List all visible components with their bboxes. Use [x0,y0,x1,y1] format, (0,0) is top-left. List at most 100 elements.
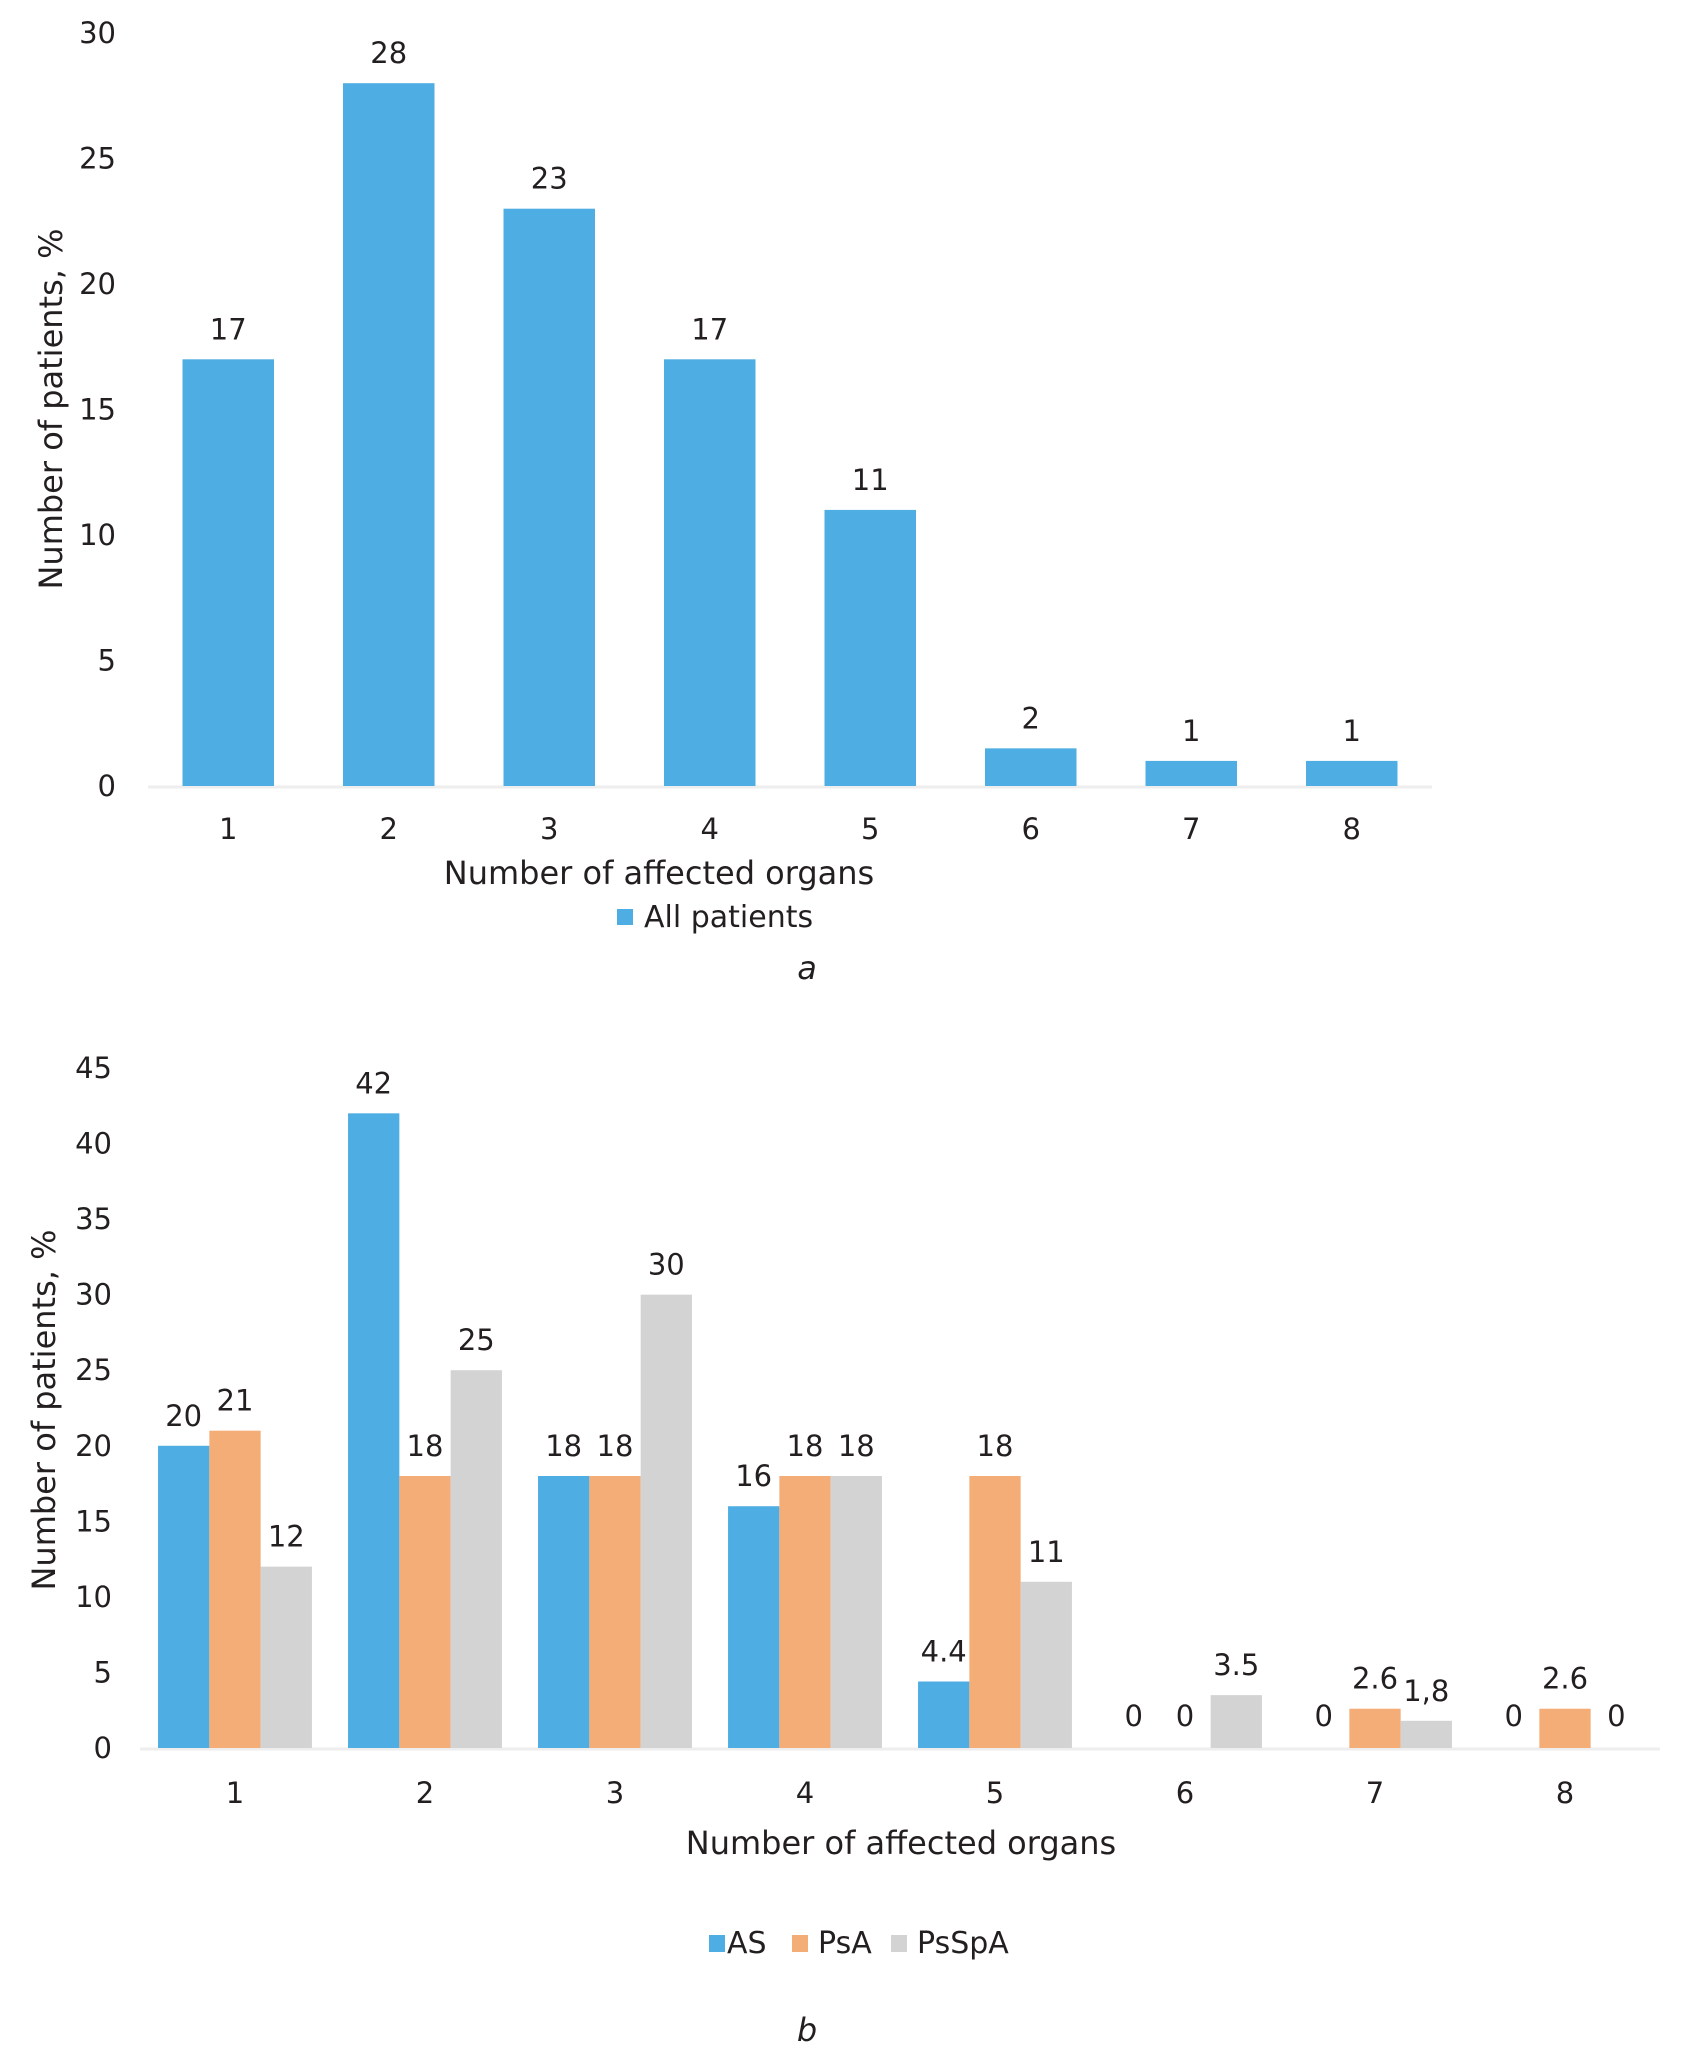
x-tick-label: 6 [1176,1776,1194,1810]
y-tick-label: 15 [79,393,116,427]
data-label: 18 [787,1429,824,1463]
data-label: 18 [545,1429,582,1463]
y-tick-label: 15 [75,1504,112,1538]
legend-swatch-psa [792,1935,808,1952]
data-label: 0 [1314,1699,1332,1733]
y-tick-label: 20 [75,1429,112,1463]
bar-all-patients-4 [664,359,756,786]
legend-psa: PsA [792,1926,872,1961]
bar-psa-3 [589,1476,641,1748]
legend-label-as: AS [727,1926,767,1961]
data-label: 1,8 [1403,1674,1449,1708]
bar-all-patients-5 [824,509,916,786]
data-label: 0 [1504,1699,1522,1733]
legend-label-psa: PsA [818,1926,872,1961]
bar-psspa-6 [1210,1695,1262,1748]
data-label: 1 [1343,714,1361,748]
data-label: 11 [1028,1535,1065,1569]
bar-all-patients-2 [343,83,435,786]
data-label: 42 [355,1066,392,1100]
data-label: 3.5 [1213,1648,1259,1682]
x-tick-label: 1 [219,812,237,846]
bar-as-4 [728,1506,780,1748]
legend-swatch-psspa [891,1935,907,1952]
x-axis-title: Number of affected organs [686,1824,1116,1862]
data-label: 18 [407,1429,444,1463]
y-tick-label: 5 [98,644,116,678]
y-tick-label: 45 [75,1051,112,1085]
y-tick-label: 0 [98,769,116,803]
chart-b: Number of patients, % Number of affected… [25,1051,1660,2048]
y-tick-label: 25 [75,1353,112,1387]
y-tick-label: 20 [79,267,116,301]
bar-as-5 [918,1681,970,1748]
bar-psa-1 [209,1430,261,1748]
bar-psspa-1 [260,1566,312,1748]
y-tick-label: 0 [94,1731,112,1765]
data-label: 16 [735,1459,772,1493]
legend-psspa: PsSpA [891,1926,1009,1961]
data-label: 20 [165,1399,202,1433]
panel-label-b: b [797,2011,817,2048]
bar-all-patients-7 [1145,760,1237,786]
bar-psa-4 [779,1476,831,1748]
bar-as-3 [538,1476,590,1748]
y-axis-title: Number of patients, % [32,228,70,589]
bar-psspa-7 [1400,1720,1452,1748]
bar-psspa-3 [640,1294,692,1748]
x-tick-label: 8 [1343,812,1361,846]
data-label: 0 [1176,1699,1194,1733]
data-label: 23 [531,162,568,196]
y-tick-label: 35 [75,1202,112,1236]
panel-label-a: a [797,949,817,987]
data-label: 2 [1022,701,1040,735]
x-tick-label: 4 [796,1776,814,1810]
x-tick-label: 7 [1182,812,1200,846]
x-tick-label: 3 [540,812,558,846]
legend-swatch-all-patients [617,909,633,925]
data-label: 12 [268,1520,305,1554]
bar-as-2 [348,1113,400,1748]
data-label: 11 [852,463,889,497]
bar-psspa-5 [1020,1581,1072,1748]
data-label: 17 [691,312,728,346]
x-tick-label: 3 [606,1776,624,1810]
y-axis-title: Number of patients, % [25,1229,63,1590]
x-tick-label: 6 [1022,812,1040,846]
data-label: 17 [210,312,247,346]
data-label: 1 [1182,714,1200,748]
data-label: 0 [1607,1699,1625,1733]
data-label: 18 [597,1429,634,1463]
y-tick-label: 10 [75,1580,112,1614]
data-label: 25 [458,1323,495,1357]
bar-psspa-2 [450,1370,502,1748]
legend-label-all-patients: All patients [644,900,813,935]
bar-psa-5 [969,1476,1021,1748]
data-label: 21 [217,1384,254,1418]
bar-all-patients-8 [1306,760,1398,786]
y-tick-label: 30 [79,16,116,50]
data-label: 30 [648,1248,685,1282]
bar-all-patients-1 [182,359,274,786]
x-tick-label: 5 [986,1776,1004,1810]
x-tick-label: 2 [380,812,398,846]
data-label: 2.6 [1352,1662,1398,1696]
y-tick-label: 40 [75,1127,112,1161]
x-axis-title: Number of affected organs [444,854,874,892]
data-label: 2.6 [1542,1662,1588,1696]
x-tick-label: 7 [1366,1776,1384,1810]
data-label: 0 [1124,1699,1142,1733]
data-label: 18 [838,1429,875,1463]
bar-as-1 [158,1445,210,1748]
x-tick-label: 4 [701,812,719,846]
bar-all-patients-3 [503,208,595,786]
y-tick-label: 5 [94,1655,112,1689]
bar-psa-7 [1349,1708,1401,1748]
bar-psa-8 [1539,1708,1591,1748]
x-tick-label: 1 [226,1776,244,1810]
data-label: 4.4 [921,1635,967,1669]
legend: All patients [617,900,813,935]
data-label: 28 [370,36,407,70]
bar-psa-2 [399,1476,451,1748]
